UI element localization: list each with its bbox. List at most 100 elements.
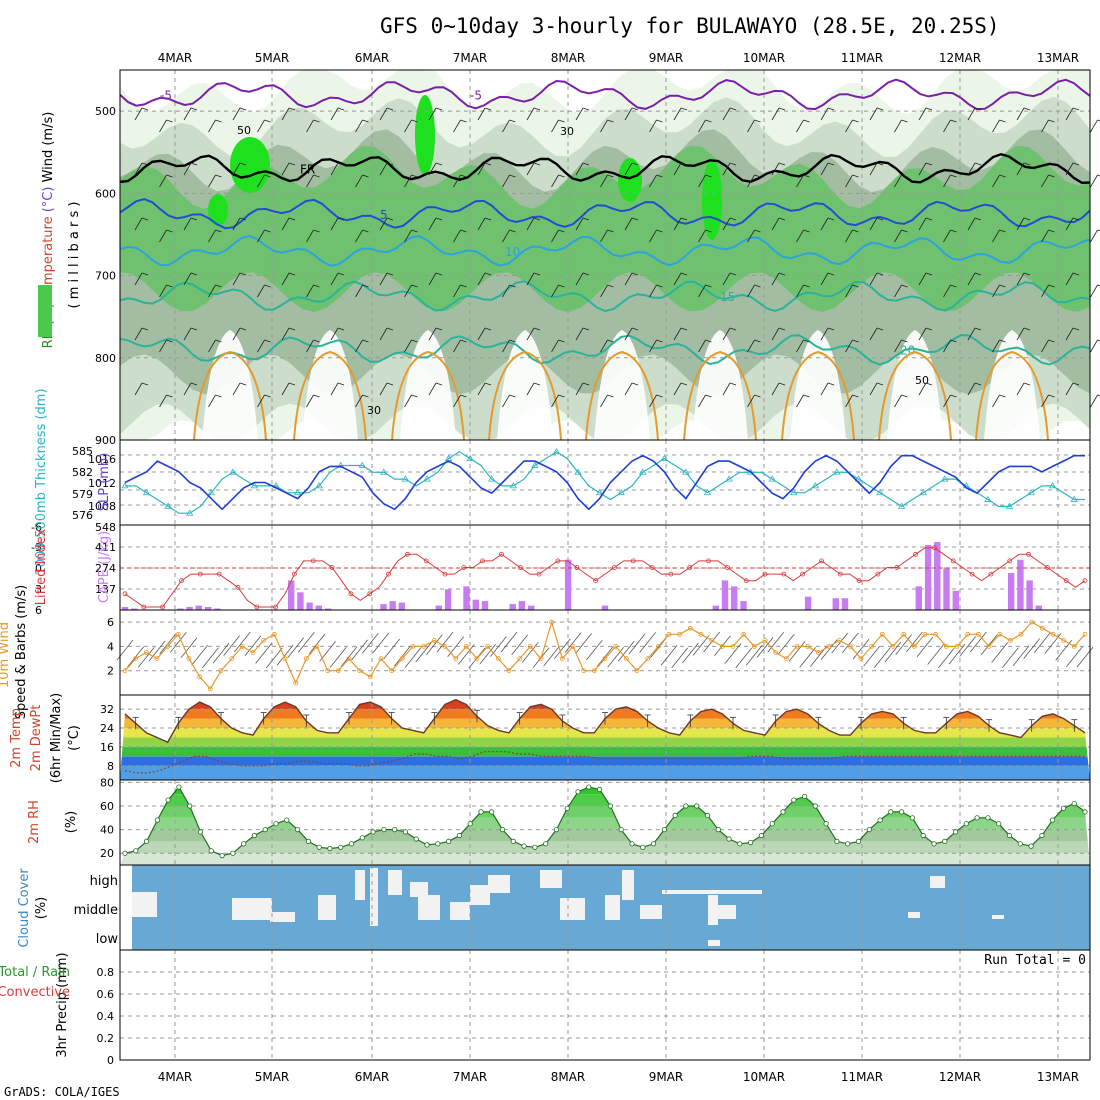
wind-barb (502, 119, 510, 133)
rh-point (845, 841, 851, 847)
wind-barb (950, 174, 957, 178)
wind-barb (558, 284, 565, 288)
wind-barb (372, 632, 390, 654)
wind-barb (925, 272, 933, 276)
wind-barb (778, 327, 786, 331)
wind-barb (722, 107, 731, 121)
wind-barb (190, 107, 198, 111)
wind-barb (558, 394, 565, 398)
wind-speed-point (645, 656, 651, 661)
wind-barb (974, 327, 982, 331)
wind-barb (159, 229, 167, 243)
rh-point (855, 838, 862, 845)
wind-barb (607, 646, 624, 668)
y-tick-label: 900 (95, 434, 116, 447)
y-tick-label: 40 (100, 824, 114, 837)
cape-bar (934, 542, 941, 610)
rh-point (489, 809, 495, 815)
slp-ylabel: SLP (mb) (97, 453, 112, 512)
wind-barb (386, 217, 394, 221)
wind-barb (624, 162, 633, 176)
wind-speed-point (954, 644, 960, 649)
wind-barb (950, 394, 957, 398)
wind-barb (600, 229, 608, 243)
wind-barb (916, 636, 934, 658)
rh-point (467, 821, 473, 827)
wind-barb (239, 162, 247, 166)
wind-speed-point (325, 668, 331, 674)
wind-barb (298, 632, 315, 653)
thickness-point (164, 502, 172, 509)
wind-barb (404, 394, 412, 408)
wind-barb (778, 107, 786, 111)
wind-speed-point (570, 644, 576, 649)
y-tick-label: 0.6 (97, 988, 115, 1001)
wind-barb (330, 162, 339, 176)
rh-point (985, 815, 991, 821)
wind-barb (1048, 119, 1055, 123)
rh-label: 50 (915, 374, 929, 387)
cape-bar (297, 592, 304, 610)
wind-speed-point (687, 625, 693, 631)
wind-barb (288, 382, 296, 386)
wind-speed-point (613, 644, 619, 649)
thickness-point (1070, 495, 1078, 502)
wind-barb (852, 638, 870, 660)
wind-barb (631, 217, 639, 221)
top-day-labels: 4MAR 5MAR 6MAR 7MAR 8MAR 9MAR 10MAR 11MAR 12MAR 1… (158, 51, 1079, 65)
wind-barb (649, 284, 657, 298)
thickness-point (293, 488, 302, 496)
wind-barb (116, 639, 134, 661)
wind-barb (159, 394, 167, 408)
wind-barb (754, 339, 761, 343)
wind-barb (1048, 284, 1055, 288)
wind-barb (208, 119, 216, 133)
wind-barb (906, 631, 923, 653)
wind-speed-point (698, 631, 704, 637)
wind-barb (484, 162, 492, 166)
thickness-point (531, 461, 539, 468)
wind-speed-point (869, 644, 875, 649)
rh-point (543, 841, 549, 847)
wind-barb (190, 217, 198, 221)
wind-barb (460, 119, 467, 123)
wind-barb (355, 229, 363, 243)
wind-barb (918, 162, 927, 176)
cape-bar (288, 580, 295, 610)
rh-high-blob (702, 160, 722, 240)
wind-speed-point (1039, 625, 1045, 631)
wind-barb (1097, 339, 1100, 342)
y-tick-label: 600 (95, 187, 116, 200)
cape-bar (472, 599, 479, 610)
wind-speed-point (1029, 619, 1035, 625)
temp-band (120, 756, 1090, 766)
wind-barb (141, 107, 149, 111)
wind-speed-point (634, 668, 640, 674)
wind-barb (869, 107, 878, 121)
wind-barb (264, 119, 271, 123)
wind-barb (673, 272, 682, 286)
rh-high-blob (208, 194, 228, 226)
lifted-index-point (612, 565, 617, 570)
wind-barb (692, 635, 710, 656)
rh-point (445, 838, 452, 845)
wind-barb (1002, 647, 1019, 668)
wind-speed-point (847, 644, 853, 649)
top-day-label: 4MAR (158, 51, 193, 65)
wind-barb (673, 217, 682, 231)
thickness-point (941, 475, 949, 482)
wind-barb (992, 284, 1000, 298)
isotherm-line (119, 334, 1091, 366)
wind-barb (754, 229, 761, 233)
rh-point (305, 838, 311, 845)
wind-barb (183, 162, 192, 176)
rh-point (931, 841, 937, 847)
cape-bar (121, 607, 129, 610)
rh-point (381, 826, 387, 833)
precip-convective-label: Convective (0, 985, 70, 1000)
wind-barb (1097, 284, 1100, 287)
wind-barb (306, 119, 314, 133)
li-ylabel: Lifted Index (34, 528, 49, 605)
warm-isotherm (193, 350, 267, 441)
wind-barb (680, 382, 688, 386)
